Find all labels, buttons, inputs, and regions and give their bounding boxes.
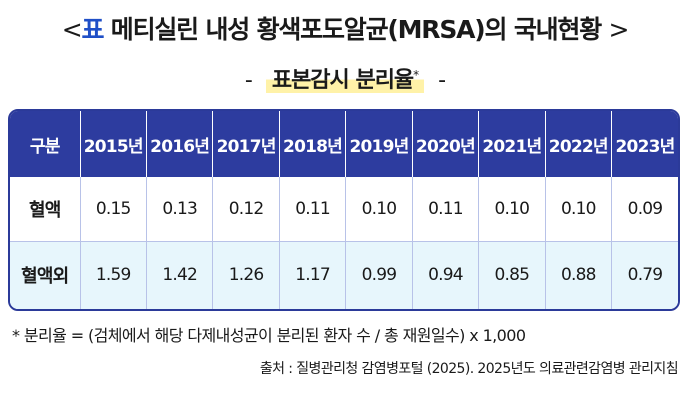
table-cell: 0.11 bbox=[279, 177, 347, 241]
table-cell: 0.12 bbox=[212, 177, 280, 241]
title-text: 메티실린 내성 황색포도알균(MRSA)의 국내현황 bbox=[103, 15, 602, 44]
header-cell-year: 2019년 bbox=[345, 111, 413, 177]
table-cell: 0.99 bbox=[345, 241, 413, 309]
header-cell-year: 2017년 bbox=[212, 111, 280, 177]
data-table: 구분 2015년 2016년 2017년 2018년 2019년 2020년 2… bbox=[10, 111, 678, 309]
table-cell: 0.88 bbox=[545, 241, 613, 309]
table-header-row: 구분 2015년 2016년 2017년 2018년 2019년 2020년 2… bbox=[10, 111, 678, 177]
page-title: <표 메티실린 내성 황색포도알균(MRSA)의 국내현황 > bbox=[0, 10, 690, 46]
header-cell-year: 2018년 bbox=[279, 111, 347, 177]
table-row-non-blood: 혈액외 1.59 1.42 1.26 1.17 0.99 0.94 0.85 0… bbox=[10, 241, 678, 309]
table-cell: 1.42 bbox=[146, 241, 214, 309]
title-table-label: 표 bbox=[81, 15, 104, 44]
table-cell: 0.11 bbox=[412, 177, 480, 241]
table-cell: 0.13 bbox=[146, 177, 214, 241]
table-cell: 1.59 bbox=[80, 241, 147, 309]
header-cell-year: 2023년 bbox=[615, 136, 676, 157]
table-cell: 1.26 bbox=[212, 241, 280, 309]
header-cell-year: 2016년 bbox=[146, 111, 214, 177]
subtitle: - 표본감시 분리율* - bbox=[0, 62, 690, 94]
header-cell-category: 구분 bbox=[10, 111, 81, 177]
table-cell: 0.10 bbox=[478, 177, 546, 241]
subtitle-highlight: 표본감시 분리율* bbox=[265, 68, 425, 93]
table-cell: 0.10 bbox=[345, 177, 413, 241]
header-cell-year: 2020년 bbox=[412, 111, 480, 177]
table-cell: 0.79 bbox=[627, 265, 663, 286]
title-close-bracket: > bbox=[608, 15, 630, 44]
title-open-bracket: < bbox=[61, 15, 83, 44]
table-cell: 0.09 bbox=[627, 198, 663, 219]
subtitle-dash-right: - bbox=[438, 68, 446, 93]
subtitle-dash-left: - bbox=[244, 68, 253, 93]
table-cell: 0.94 bbox=[412, 241, 480, 309]
data-table-container: 구분 2015년 2016년 2017년 2018년 2019년 2020년 2… bbox=[8, 109, 680, 311]
row-label: 혈액 bbox=[10, 177, 81, 241]
table-cell: 0.15 bbox=[80, 177, 147, 241]
header-cell-year: 2021년 bbox=[478, 111, 546, 177]
subtitle-marker: * bbox=[413, 68, 419, 82]
footnote: * 분리율 = (검체에서 해당 다제내성균이 분리된 환자 수 / 총 재원일… bbox=[12, 326, 526, 345]
table-cell: 0.85 bbox=[478, 241, 546, 309]
subtitle-text: 표본감시 분리율 bbox=[271, 68, 414, 93]
source-citation: 출처 : 질병관리청 감염병포털 (2025). 2025년도 의료관련감염병 … bbox=[259, 361, 679, 377]
header-cell-year: 2022년 bbox=[545, 111, 613, 177]
table-cell: 1.17 bbox=[279, 241, 347, 309]
table-row-blood: 혈액 0.15 0.13 0.12 0.11 0.10 0.11 0.10 0.… bbox=[10, 177, 678, 241]
table-cell: 0.10 bbox=[545, 177, 613, 241]
header-cell-year: 2015년 bbox=[80, 111, 147, 177]
row-label: 혈액외 bbox=[10, 241, 81, 309]
